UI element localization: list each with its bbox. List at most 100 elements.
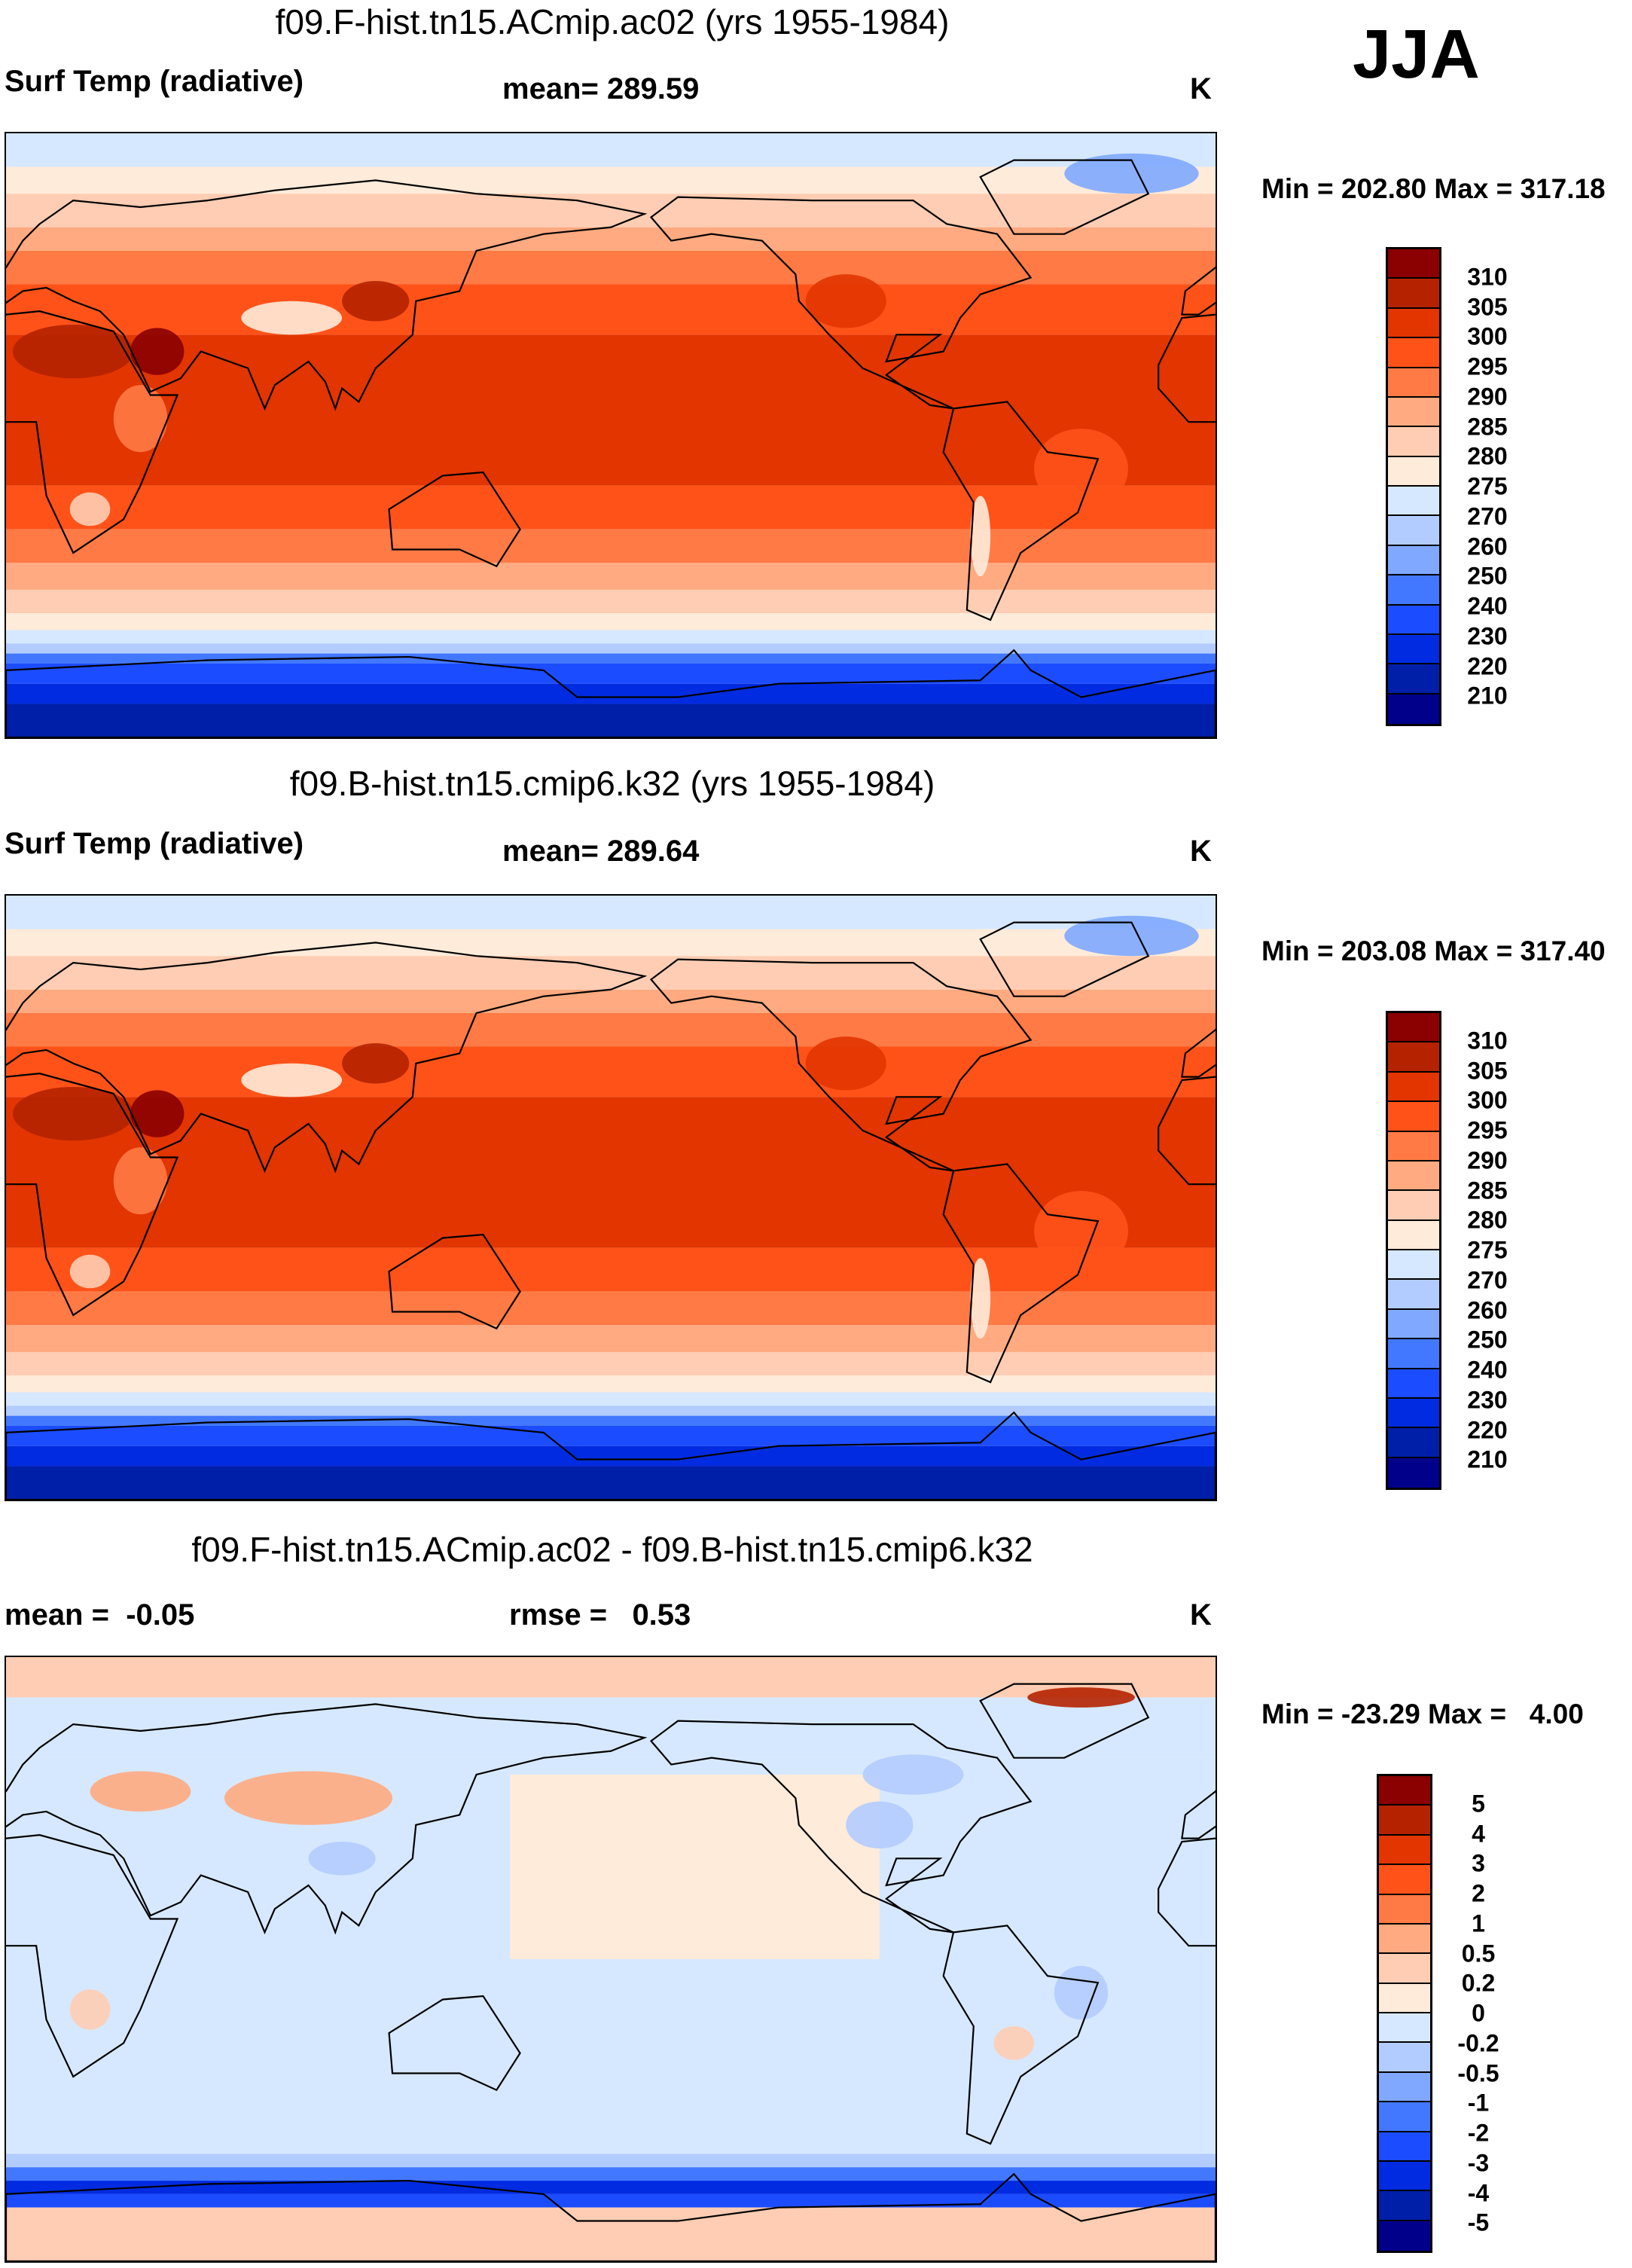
colorbar-box — [1379, 2013, 1430, 2044]
colorbar-tick-label: 285 — [1467, 1177, 1508, 1204]
coastline-australia — [389, 1996, 520, 2090]
panel1-map — [5, 132, 1217, 739]
contour-band — [6, 683, 1216, 704]
colorbar-tick-label: -1 — [1467, 2089, 1490, 2117]
colorbar-box — [1379, 2132, 1430, 2162]
panel2-mean: mean= 289.64 — [502, 835, 700, 868]
colorbar-tick-label: 275 — [1467, 472, 1508, 500]
colorbar-tick-label: 305 — [1467, 293, 1508, 320]
colorbar-tick-label: -4 — [1467, 2179, 1490, 2206]
colorbar-box — [1379, 1835, 1430, 1866]
panel1-minmax: Min = 202.80 Max = 317.18 — [1261, 173, 1606, 204]
colorbar-tick-label: 220 — [1467, 652, 1508, 679]
contour-region — [1034, 1191, 1129, 1272]
colorbar-box — [1388, 1220, 1439, 1250]
panel2-variable: Surf Temp (radiative) — [5, 827, 304, 860]
coastline-greenland — [981, 923, 1149, 997]
contour-band — [6, 630, 1216, 644]
colorbar-box — [1388, 397, 1439, 428]
contour-region — [1054, 1965, 1109, 2020]
colorbar-tick-label: 275 — [1467, 1236, 1508, 1264]
colorbar-box — [1388, 1042, 1439, 1073]
contour-region — [69, 1254, 111, 1289]
coastline-eurasia — [6, 180, 645, 408]
colorbar-tick-label: -3 — [1467, 2149, 1490, 2177]
contour-region — [130, 1090, 185, 1137]
colorbar-tick-label: 290 — [1467, 383, 1508, 411]
colorbar-box — [1379, 1865, 1430, 1895]
colorbar-tick-label: 5 — [1472, 1790, 1485, 1818]
panel2-map — [5, 894, 1217, 1501]
contour-band — [6, 2167, 1216, 2181]
contour-region — [224, 1771, 393, 1825]
panel2-title: f09.B-hist.tn15.cmip6.k32 (yrs 1955-1984… — [289, 764, 935, 803]
contour-region — [113, 1147, 168, 1215]
contour-band — [6, 1425, 1216, 1446]
coastline-australia — [389, 472, 520, 566]
panel3-title: f09.F-hist.tn15.ACmip.ac02 - f09.B-hist.… — [191, 1530, 1033, 1569]
colorbar-box — [1388, 456, 1439, 487]
colorbar-box — [1379, 2161, 1430, 2192]
colorbar-box — [1388, 575, 1439, 606]
contour-region — [342, 1043, 410, 1084]
contour-band — [6, 2207, 1216, 2261]
colorbar-tick-label: 4 — [1472, 1820, 1485, 1847]
colorbar-box — [1388, 1458, 1439, 1488]
contour-band — [6, 1351, 1216, 1376]
colorbar-tick-label: 305 — [1467, 1057, 1508, 1084]
contour-region — [970, 1258, 991, 1339]
colorbar-box — [1388, 1250, 1439, 1281]
panel1-variable: Surf Temp (radiative) — [5, 65, 304, 98]
contour-band — [6, 1406, 1216, 1416]
contour-band — [6, 2154, 1216, 2168]
colorbar-box — [1379, 2072, 1430, 2103]
colorbar-tick-label: 210 — [1467, 682, 1508, 710]
colorbar-box — [1388, 1280, 1439, 1310]
colorbar-tick-label: 2 — [1472, 1879, 1485, 1907]
colorbar-tick-label: 260 — [1467, 533, 1508, 560]
coastline-africa — [6, 311, 178, 553]
contour-band — [6, 284, 1216, 335]
colorbar-box — [1388, 1161, 1439, 1192]
colorbar-box — [1379, 1954, 1430, 1984]
coastline-africa — [1158, 1073, 1216, 1315]
contour-band — [6, 2193, 1216, 2208]
colorbar-tick-label: -0.2 — [1457, 2029, 1499, 2057]
contour-region — [69, 1989, 111, 2030]
colorbar-box — [1388, 694, 1439, 724]
colorbar-box — [1388, 605, 1439, 635]
contour-band — [6, 133, 1216, 167]
contour-region — [1064, 915, 1199, 957]
contour-region — [308, 1842, 376, 1876]
contour-band — [6, 663, 1216, 684]
colorbar-box — [1388, 487, 1439, 517]
colorbar-box — [1388, 664, 1439, 694]
contour-band — [6, 1466, 1216, 1500]
colorbar-box — [1388, 545, 1439, 576]
contour-band — [6, 1415, 1216, 1426]
contour-region — [805, 1036, 886, 1091]
contour-band — [6, 1657, 1216, 1698]
coastline-africa — [6, 1073, 178, 1315]
contour-band — [6, 956, 1216, 990]
coastline-africa — [1158, 311, 1216, 553]
colorbar-tick-label: 270 — [1467, 1266, 1508, 1294]
colorbar-box — [1388, 1369, 1439, 1399]
contour-band — [6, 2181, 1216, 2194]
colorbar-box — [1388, 516, 1439, 546]
colorbar-tick-label: 250 — [1467, 1326, 1508, 1354]
coastline-namerica — [651, 960, 1031, 1171]
colorbar-box — [1388, 1072, 1439, 1103]
panel2-minmax: Min = 203.08 Max = 317.40 — [1261, 936, 1606, 966]
panel1-title: f09.F-hist.tn15.ACmip.ac02 (yrs 1955-198… — [275, 2, 950, 41]
panel3-minmax: Min = -23.29 Max = 4.00 — [1261, 1699, 1584, 1729]
contour-band — [6, 613, 1216, 630]
coastline-africa — [1158, 1835, 1216, 2077]
colorbar-tick-label: 0.5 — [1461, 1940, 1496, 1967]
coastline-eurasia — [6, 1704, 645, 1932]
contour-region — [1034, 429, 1129, 510]
colorbar-bar — [1386, 247, 1441, 726]
contour-region — [846, 1801, 914, 1848]
contour-band — [6, 589, 1216, 614]
contour-band — [6, 1697, 1216, 1758]
